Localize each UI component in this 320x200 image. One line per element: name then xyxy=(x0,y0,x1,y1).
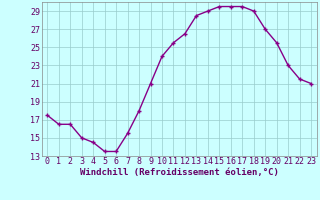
X-axis label: Windchill (Refroidissement éolien,°C): Windchill (Refroidissement éolien,°C) xyxy=(80,168,279,177)
